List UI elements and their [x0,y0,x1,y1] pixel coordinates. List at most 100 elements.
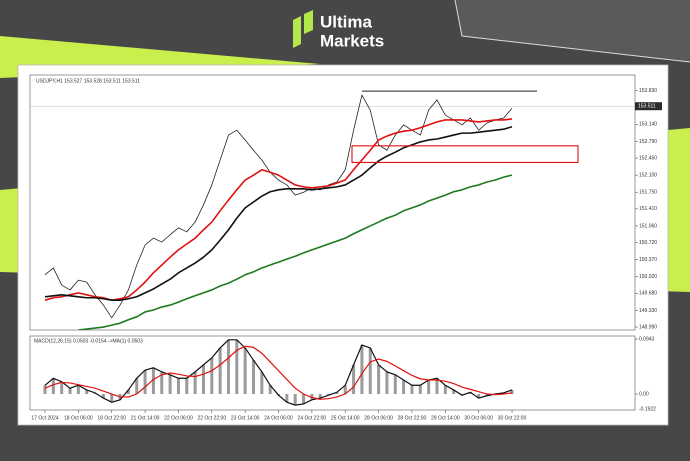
macd-bar [435,378,439,395]
moving-average [44,126,513,301]
chart-title: USDJPY,H1 153.527 153.528 153.511 153.51… [36,78,140,84]
macd-bar [110,394,114,403]
y-tick-label: 0.0943 [639,336,655,342]
y-tick-label: 152.450 [639,155,657,161]
y-tick-label: 149.680 [639,291,657,297]
macd-bar [60,381,64,395]
x-tick-label: 30 Oct 22:00 [498,415,527,421]
macd-bar [243,347,247,395]
brand-line: Ultima [320,12,373,31]
current-price-box [635,102,662,111]
x-tick-label: 18 Oct 22:00 [97,415,126,421]
macd-bar [335,392,339,395]
macd-bar [477,394,481,399]
zone-box [351,145,579,163]
x-tick-label: 18 Oct 06:00 [64,415,93,421]
x-tick-label: 24 Oct 22:00 [298,415,327,421]
macd-bar [151,367,155,395]
x-tick-label: 28 Oct 22:00 [398,415,427,421]
y-tick-label: 151.410 [639,206,657,212]
macd-bar [393,374,397,395]
macd-bar [402,380,406,395]
macd-bar [485,394,489,396]
main-plot [30,94,635,330]
signal-line [44,345,513,400]
bg-line [454,0,690,63]
current-price-label: 153.511 [638,104,656,110]
macd-bar [76,385,80,395]
y-tick-label: 0.00 [639,391,649,397]
macd-bar [427,380,431,395]
macd-bar [368,347,372,395]
macd-bar [68,388,72,395]
macd-bar [293,394,297,406]
macd-bar [193,371,197,395]
x-tick-label: 22 Oct 22:00 [197,415,226,421]
macd-bar [51,378,55,395]
logo: Ultima Markets [293,10,384,50]
macd-bar [168,374,172,395]
macd-bar [185,378,189,395]
y-tick-label: 149.330 [639,308,657,314]
y-tick-label: 151.750 [639,190,657,196]
moving-average [44,118,513,301]
macd-bar [218,347,222,395]
macd-bar [252,360,255,395]
macd-bar [43,385,47,395]
x-tick-label: 23 Oct 14:00 [231,415,260,421]
macd-bar [352,364,356,395]
y-tick-label: 152.790 [639,139,657,145]
x-tick-label: 28 Oct 06:00 [364,415,393,421]
macd-bar [385,371,389,395]
macd-bar [343,385,347,395]
macd-bar [176,378,180,395]
macd-bar [377,364,381,395]
macd-bar [285,394,289,403]
macd-bar [160,371,164,395]
macd-bar [143,370,147,395]
y-tick-label: 148.990 [639,324,657,330]
x-tick-label: 17 Oct 2024 [31,415,58,421]
x-tick-label: 22 Oct 06:00 [164,415,193,421]
brand-line: Markets [320,31,384,50]
macd-bar [85,389,89,395]
macd-bar [468,392,472,395]
macd-title: MACD(12,26,15) 0.0503 -0.0154 ->MA(1) 0.… [34,338,143,344]
macd-bar [318,394,322,399]
bg-panel [455,0,690,62]
x-tick-label: 25 Oct 14:00 [331,415,360,421]
logo-bar [293,16,301,48]
macd-bar [268,385,272,395]
chart-panel [17,64,669,426]
macd-bar [418,385,422,395]
x-tick-label: 29 Oct 14:00 [431,415,460,421]
macd-bar [210,357,214,395]
y-tick-label: 153.140 [639,122,657,128]
x-tick-label: 24 Oct 06:00 [264,415,293,421]
macd-bar [135,378,139,395]
macd-bar [235,339,239,395]
y-tick-label: 153.830 [639,88,657,94]
macd-bar [510,389,514,395]
macd-bar [201,364,205,395]
y-tick-label: 150.370 [639,257,657,263]
macd-plot-frame [29,335,636,411]
macd-bar [443,385,447,395]
macd-bar [226,339,230,395]
moving-average [78,174,513,330]
y-tick-label: 150.020 [639,274,657,280]
main-plot-frame [29,74,636,331]
y-tick-label: 151.060 [639,223,657,229]
macd-bar [410,385,414,395]
y-tick-label: 152.100 [639,172,657,178]
macd-bar [126,389,130,395]
y-tick-label: 150.720 [639,240,657,246]
macd-plot [43,339,514,406]
macd-bar [101,394,105,399]
macd-bottom-label: -0.1922 [639,406,656,412]
x-tick-label: 21 Oct 14:00 [131,415,160,421]
x-tick-label: 30 Oct 06:00 [464,415,493,421]
logo-bar [304,10,313,34]
